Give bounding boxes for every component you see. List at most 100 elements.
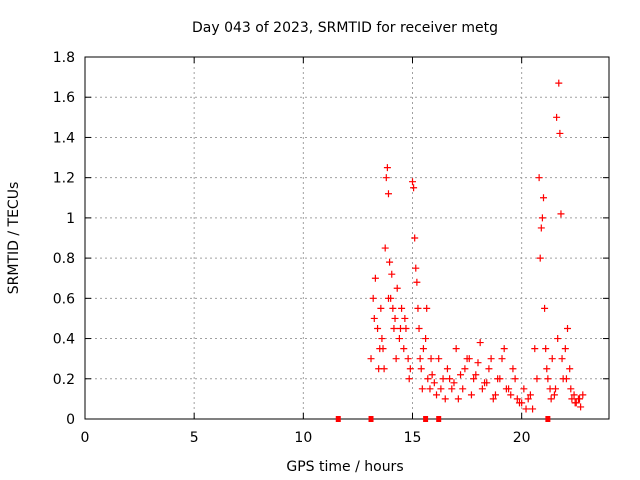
- chart-title: Day 043 of 2023, SRMTID for receiver met…: [192, 20, 498, 36]
- data-point: [498, 355, 506, 363]
- data-point: [542, 345, 550, 353]
- data-point: [413, 278, 421, 286]
- data-point: [513, 395, 521, 403]
- data-point: [391, 314, 399, 322]
- data-point: [392, 355, 400, 363]
- data-point: [443, 365, 451, 373]
- y-tick-label: 1.4: [53, 130, 75, 146]
- data-point: [416, 355, 424, 363]
- data-point: [481, 379, 489, 387]
- data-point: [437, 385, 445, 393]
- data-point: [427, 355, 435, 363]
- data-point: [463, 355, 471, 363]
- data-point: [526, 391, 534, 399]
- baseline-marker: [436, 416, 442, 422]
- data-point: [379, 345, 387, 353]
- data-point: [470, 375, 478, 383]
- data-point: [454, 395, 462, 403]
- data-point: [423, 304, 431, 312]
- data-point: [395, 335, 403, 343]
- data-point: [511, 375, 519, 383]
- data-point: [561, 345, 569, 353]
- data-point: [568, 395, 576, 403]
- data-point: [552, 385, 560, 393]
- data-point: [375, 365, 383, 373]
- y-axis-ticks: 0 0.2 0.4 0.6 0.8 1 1.2 1.4 1.6 1.8: [53, 50, 609, 428]
- data-point: [547, 395, 555, 403]
- data-point: [474, 359, 482, 367]
- x-axis-ticks: 0 5 10 15 20: [81, 57, 531, 446]
- baseline-marker: [545, 416, 551, 422]
- y-axis-label: SRMTID / TECUs: [6, 182, 22, 295]
- data-point: [398, 304, 406, 312]
- data-point: [405, 375, 413, 383]
- data-point: [485, 365, 493, 373]
- y-tick-label: 0.2: [53, 372, 75, 388]
- data-point: [389, 304, 397, 312]
- data-point: [384, 190, 392, 198]
- y-tick-label: 0.6: [53, 291, 75, 307]
- data-point: [428, 371, 436, 379]
- data-point: [383, 164, 391, 172]
- data-point: [535, 174, 543, 182]
- data-points: [335, 79, 587, 422]
- data-point: [538, 214, 546, 222]
- data-point: [435, 355, 443, 363]
- data-point: [381, 244, 389, 252]
- data-point: [556, 129, 564, 137]
- data-point: [418, 385, 426, 393]
- data-point: [533, 375, 541, 383]
- data-point: [370, 314, 378, 322]
- data-point: [467, 391, 475, 399]
- baseline-marker: [335, 416, 341, 422]
- data-point: [520, 385, 528, 393]
- y-tick-label: 0: [66, 412, 75, 428]
- data-point: [515, 399, 523, 407]
- data-point: [415, 325, 423, 332]
- y-tick-label: 1: [66, 211, 75, 227]
- data-point: [524, 395, 532, 403]
- x-tick-label: 10: [294, 430, 312, 446]
- data-point: [459, 385, 467, 393]
- baseline-marker: [368, 416, 374, 422]
- data-point: [378, 335, 386, 343]
- data-point: [562, 375, 570, 383]
- data-point: [543, 365, 551, 373]
- data-point: [509, 365, 517, 373]
- data-point: [461, 365, 469, 373]
- data-point: [554, 335, 562, 343]
- data-point: [411, 234, 419, 242]
- data-point: [396, 325, 404, 332]
- data-point: [555, 79, 563, 87]
- y-tick-label: 0.4: [53, 332, 75, 348]
- y-tick-label: 0.8: [53, 251, 75, 267]
- data-point: [369, 294, 377, 302]
- data-point: [386, 258, 394, 266]
- data-point: [393, 284, 401, 292]
- data-point: [500, 345, 508, 353]
- data-point: [426, 385, 434, 393]
- data-point: [544, 375, 552, 383]
- baseline-marker: [423, 416, 429, 422]
- x-tick-label: 15: [404, 430, 422, 446]
- data-point: [540, 194, 547, 202]
- data-point: [541, 304, 549, 312]
- data-point: [576, 395, 584, 403]
- data-point: [430, 379, 438, 387]
- data-point: [371, 274, 379, 282]
- x-tick-label: 20: [513, 430, 531, 446]
- data-point: [448, 385, 456, 393]
- data-point: [487, 355, 495, 363]
- data-point: [446, 375, 454, 383]
- data-point: [401, 314, 409, 322]
- data-point: [419, 345, 427, 353]
- data-point: [577, 403, 585, 411]
- data-point: [457, 371, 465, 379]
- data-point: [441, 395, 449, 403]
- data-point: [404, 355, 412, 363]
- data-point: [414, 304, 422, 312]
- data-point: [412, 264, 420, 272]
- data-point: [529, 405, 537, 413]
- data-point: [531, 345, 539, 353]
- data-point: [422, 335, 430, 343]
